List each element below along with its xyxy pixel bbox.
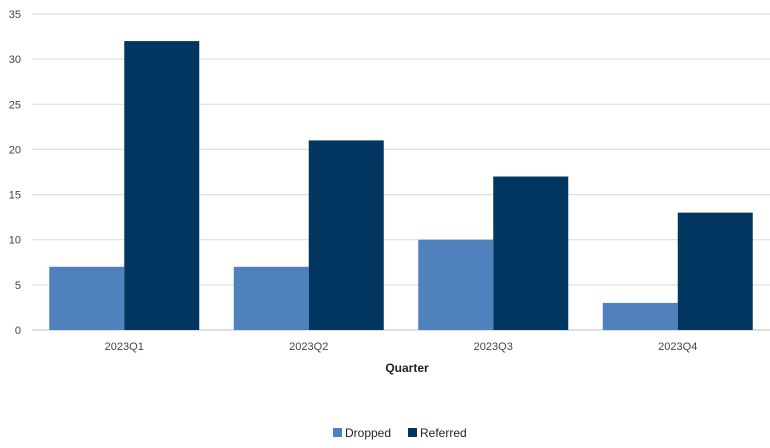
- y-axis-ticks: 0 5 10 15 20 25 30 35: [9, 9, 21, 337]
- y-tick-label: 0: [15, 325, 21, 337]
- bar-dropped-2023q2: [233, 266, 309, 330]
- x-tick-label: 2023Q3: [474, 341, 513, 353]
- x-tick-label: 2023Q1: [105, 341, 144, 353]
- legend-label: Dropped: [345, 426, 391, 440]
- legend-item-referred: Referred: [408, 426, 467, 440]
- legend-label: Referred: [420, 426, 467, 440]
- bar-referred-2023q2: [308, 140, 384, 330]
- y-tick-label: 5: [15, 280, 21, 292]
- x-tick-label: 2023Q2: [289, 341, 328, 353]
- x-axis-ticks: 2023Q1 2023Q2 2023Q3 2023Q4: [105, 341, 698, 353]
- bars: [49, 41, 753, 330]
- bar-referred-2023q3: [493, 176, 569, 330]
- bar-dropped-2023q4: [602, 302, 678, 330]
- legend-swatch: [333, 428, 342, 437]
- legend-item-dropped: Dropped: [333, 426, 391, 440]
- bar-dropped-2023q3: [418, 239, 494, 330]
- y-tick-label: 10: [9, 235, 21, 247]
- x-tick-label: 2023Q4: [658, 341, 697, 353]
- bar-dropped-2023q1: [49, 266, 125, 330]
- x-axis-label: Quarter: [385, 361, 429, 375]
- y-tick-label: 20: [9, 144, 21, 156]
- legend-swatch: [408, 428, 417, 437]
- legend: Dropped Referred: [333, 426, 467, 440]
- bar-referred-2023q1: [124, 41, 200, 330]
- bar-referred-2023q4: [677, 212, 753, 330]
- y-tick-label: 15: [9, 190, 21, 202]
- y-tick-label: 25: [9, 99, 21, 111]
- y-tick-label: 30: [9, 54, 21, 66]
- y-tick-label: 35: [9, 9, 21, 21]
